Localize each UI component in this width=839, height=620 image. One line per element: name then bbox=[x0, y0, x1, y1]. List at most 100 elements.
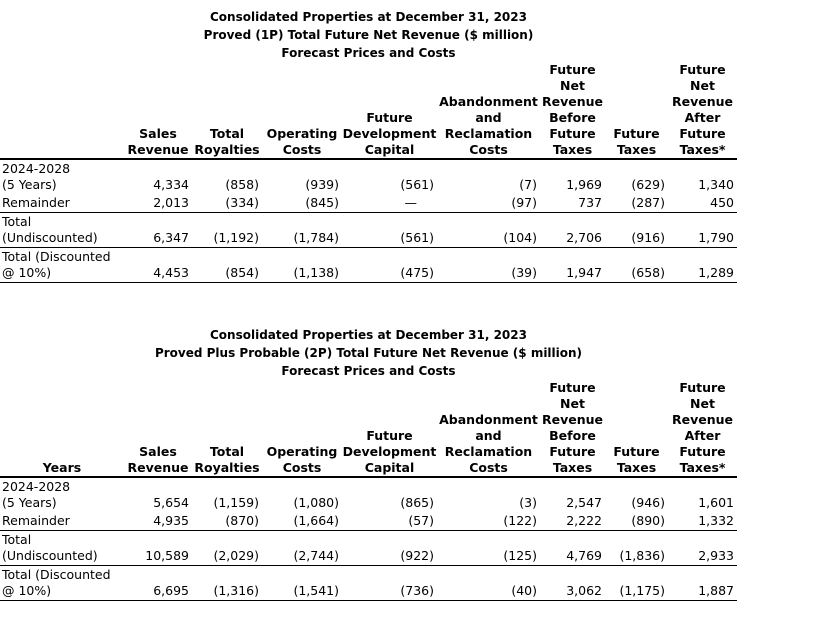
column-header: Future Net Revenue Before Future Taxes bbox=[540, 380, 605, 478]
future-net-revenue-table-2p: Years Sales Revenue Total Royalties Oper… bbox=[0, 380, 737, 601]
table-body: 2024-2028 (5 Years) 4,334 (858) (939) (561) (… bbox=[0, 159, 737, 283]
value-cell: 3,062 bbox=[566, 583, 602, 598]
value-cell: (287) bbox=[631, 195, 665, 210]
column-header: Abandonment and Reclamation Costs bbox=[437, 380, 540, 478]
column-header-row: Years Sales Revenue Total Royalties Oper… bbox=[0, 380, 737, 478]
value-cell: 4,935 bbox=[153, 513, 189, 528]
table-title-line: Proved Plus Probable (2P) Total Future N… bbox=[154, 346, 583, 360]
proved-1p-section: Consolidated Properties at December 31, … bbox=[0, 8, 839, 283]
row-label: Total (Undiscounted) bbox=[2, 214, 98, 245]
value-cell: (40) bbox=[511, 583, 537, 598]
value-cell: 6,695 bbox=[153, 583, 189, 598]
value-cell: 1,969 bbox=[566, 177, 602, 192]
value-cell: (946) bbox=[631, 495, 665, 510]
years-column-header: Years bbox=[0, 380, 124, 478]
value-cell: (890) bbox=[631, 513, 665, 528]
value-cell: (2,744) bbox=[293, 548, 339, 563]
table-row: Total (Discounted @ 10%) 4,453 (854) (1,138… bbox=[0, 248, 737, 283]
value-cell: (125) bbox=[503, 548, 537, 563]
value-cell: (97) bbox=[511, 195, 537, 210]
value-cell: 5,654 bbox=[153, 495, 189, 510]
column-header: Future Taxes bbox=[605, 62, 668, 160]
value-cell: (1,664) bbox=[293, 513, 339, 528]
table-row: Remainder 2,013 (334) (845) — (97) 737 (287) 450 bbox=[0, 194, 737, 213]
row-label: Total (Discounted @ 10%) bbox=[2, 567, 111, 598]
column-header: Future Net Revenue After Future Taxes* bbox=[668, 62, 737, 160]
value-cell: (870) bbox=[225, 513, 259, 528]
value-cell: (854) bbox=[225, 265, 259, 280]
column-header: Operating Costs bbox=[262, 380, 342, 478]
proved-2p-section: Consolidated Properties at December 31, … bbox=[0, 326, 839, 601]
value-cell: (939) bbox=[305, 177, 339, 192]
value-cell: 2,706 bbox=[566, 230, 602, 245]
value-cell: (1,192) bbox=[213, 230, 259, 245]
value-cell: (1,541) bbox=[293, 583, 339, 598]
value-cell: (39) bbox=[511, 265, 537, 280]
table-title-line: Consolidated Properties at December 31, … bbox=[210, 10, 527, 24]
column-header: Future Development Capital bbox=[342, 380, 437, 478]
table-row: Remainder 4,935 (870) (1,664) (57) (122) 2,222… bbox=[0, 512, 737, 531]
value-cell: 450 bbox=[710, 195, 734, 210]
value-cell: (629) bbox=[631, 177, 665, 192]
value-cell: 1,332 bbox=[698, 513, 734, 528]
value-cell: (1,784) bbox=[293, 230, 339, 245]
value-cell: (2,029) bbox=[213, 548, 259, 563]
value-cell: (1,080) bbox=[293, 495, 339, 510]
table-title-line: Proved (1P) Total Future Net Revenue ($ … bbox=[203, 28, 534, 42]
future-net-revenue-table-1p: Sales Revenue Total Royalties Operating … bbox=[0, 62, 737, 283]
value-cell: 1,947 bbox=[566, 265, 602, 280]
column-header: Future Net Revenue After Future Taxes* bbox=[668, 380, 737, 478]
column-header: Sales Revenue bbox=[124, 380, 192, 478]
proved-1p-title: Consolidated Properties at December 31, … bbox=[0, 8, 737, 62]
table-row: 2024-2028 (5 Years) 5,654 (1,159) (1,080) (8… bbox=[0, 477, 737, 512]
value-cell: (658) bbox=[631, 265, 665, 280]
column-header: Future Taxes bbox=[605, 380, 668, 478]
row-label: 2024-2028 (5 Years) bbox=[2, 479, 71, 510]
years-column-header bbox=[0, 62, 124, 160]
row-label: 2024-2028 (5 Years) bbox=[2, 161, 71, 192]
value-cell: (922) bbox=[400, 548, 434, 563]
value-cell: 2,222 bbox=[566, 513, 602, 528]
proved-2p-title: Consolidated Properties at December 31, … bbox=[0, 326, 737, 380]
column-header: Future Development Capital bbox=[342, 62, 437, 160]
value-cell: (7) bbox=[519, 177, 537, 192]
table-body: 2024-2028 (5 Years) 5,654 (1,159) (1,080) (8… bbox=[0, 477, 737, 601]
value-cell: 1,340 bbox=[698, 177, 734, 192]
value-cell: (865) bbox=[400, 495, 434, 510]
value-cell: 737 bbox=[578, 195, 602, 210]
column-header-row: Sales Revenue Total Royalties Operating … bbox=[0, 62, 737, 160]
row-label: Remainder bbox=[2, 195, 70, 210]
value-cell: 6,347 bbox=[153, 230, 189, 245]
value-cell: 1,790 bbox=[698, 230, 734, 245]
value-cell: (104) bbox=[503, 230, 537, 245]
column-header: Operating Costs bbox=[262, 62, 342, 160]
table-row: 2024-2028 (5 Years) 4,334 (858) (939) (561) (… bbox=[0, 159, 737, 194]
value-cell: (561) bbox=[400, 177, 434, 192]
value-cell: (3) bbox=[519, 495, 537, 510]
table-title-line: Consolidated Properties at December 31, … bbox=[210, 328, 527, 342]
value-cell: (1,836) bbox=[619, 548, 665, 563]
table-row: Total (Undiscounted) 10,589 (2,029) (2,744)… bbox=[0, 531, 737, 566]
column-header: Future Net Revenue Before Future Taxes bbox=[540, 62, 605, 160]
column-header: Total Royalties bbox=[192, 380, 262, 478]
table-title-line: Forecast Prices and Costs bbox=[281, 46, 456, 60]
value-cell: (845) bbox=[305, 195, 339, 210]
value-cell: (1,159) bbox=[213, 495, 259, 510]
column-header: Sales Revenue bbox=[124, 62, 192, 160]
value-cell: (1,316) bbox=[213, 583, 259, 598]
value-cell: (122) bbox=[503, 513, 537, 528]
table-row: Total (Undiscounted) 6,347 (1,192) (1,784) (… bbox=[0, 213, 737, 248]
value-cell: (57) bbox=[408, 513, 434, 528]
report-page: Consolidated Properties at December 31, … bbox=[0, 8, 839, 601]
value-cell: 1,601 bbox=[698, 495, 734, 510]
value-cell: (334) bbox=[225, 195, 259, 210]
value-cell: (561) bbox=[400, 230, 434, 245]
row-label: Total (Discounted @ 10%) bbox=[2, 249, 111, 280]
value-cell: (475) bbox=[400, 265, 434, 280]
value-cell: 2,547 bbox=[566, 495, 602, 510]
value-cell: 2,933 bbox=[698, 548, 734, 563]
value-cell: 4,334 bbox=[153, 177, 189, 192]
table-row: Total (Discounted @ 10%) 6,695 (1,316) (1,5… bbox=[0, 566, 737, 601]
value-cell: (736) bbox=[400, 583, 434, 598]
value-cell: (1,175) bbox=[619, 583, 665, 598]
